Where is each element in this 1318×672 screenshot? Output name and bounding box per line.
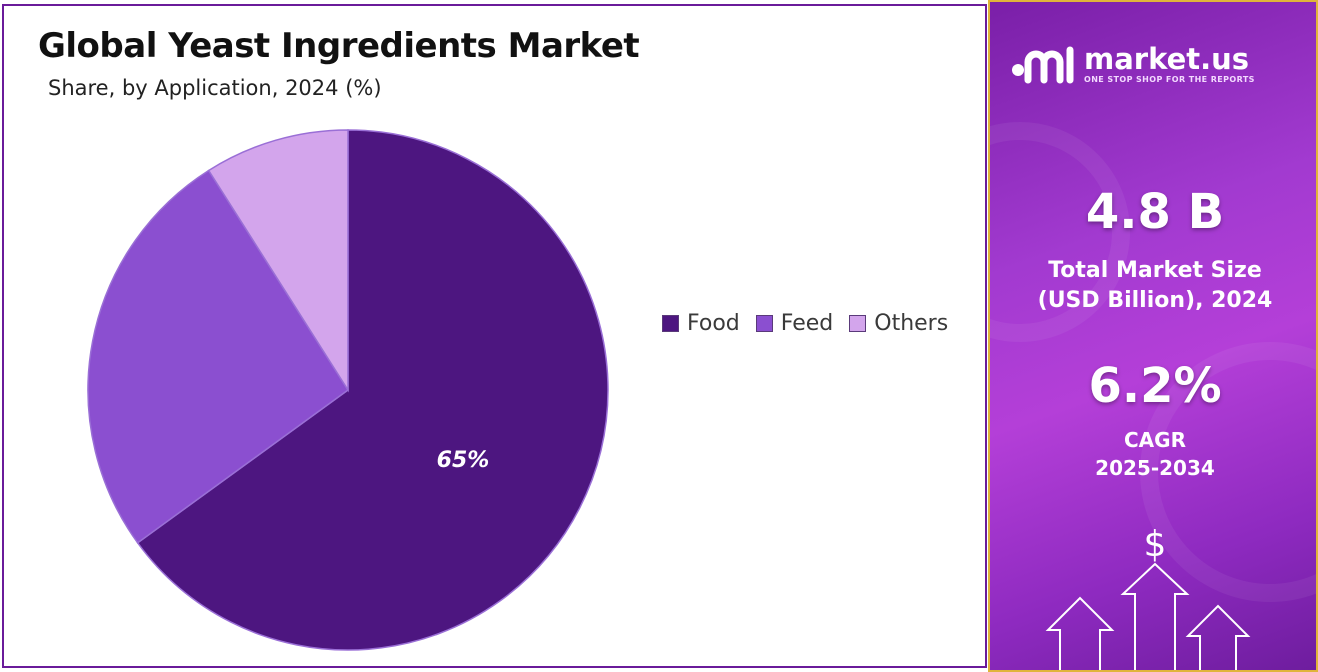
brand-tagline: ONE STOP SHOP FOR THE REPORTS	[1084, 75, 1255, 84]
data-label-food: 65%	[437, 448, 490, 473]
brand-logo: market.us ONE STOP SHOP FOR THE REPORTS	[1010, 40, 1255, 88]
brand-name: market.us	[1084, 42, 1250, 76]
cagr-label-line2: 2025-2034	[1095, 456, 1215, 480]
cagr-label-line1: CAGR	[1124, 428, 1186, 452]
legend-label: Feed	[780, 311, 834, 336]
growth-arrows-icon: $	[1045, 524, 1251, 670]
legend-item-feed: Feed	[755, 311, 834, 336]
dollar-icon: $	[1144, 524, 1167, 565]
cagr-value: 6.2%	[1088, 358, 1222, 414]
pie-slice-feed	[87, 169, 350, 544]
market-size-value: 4.8 B	[1085, 184, 1225, 240]
legend-label: Others	[874, 311, 949, 336]
legend-item-food: Food	[662, 311, 740, 336]
chart-subtitle: Share, by Application, 2024 (%)	[48, 76, 382, 100]
market-size-label-line1: Total Market Size	[1048, 258, 1262, 283]
legend-swatch	[849, 315, 867, 332]
pie-chart: 65%	[87, 129, 609, 651]
legend-item-others: Others	[849, 311, 948, 336]
chart-panel: Global Yeast Ingredients Market Share, b…	[2, 4, 987, 668]
market-size-label-line2: (USD Billion), 2024	[1037, 288, 1273, 313]
market-summary-panel: market.us ONE STOP SHOP FOR THE REPORTS …	[988, 0, 1318, 672]
chart-title: Global Yeast Ingredients Market	[38, 26, 640, 66]
pie-slice-others	[207, 129, 349, 393]
chart-legend: Food Feed Others	[662, 311, 948, 336]
legend-swatch	[755, 315, 773, 332]
legend-swatch	[662, 315, 679, 332]
market-us-logo-icon	[1012, 46, 1074, 84]
pie-slice-food	[136, 129, 609, 651]
legend-label: Food	[687, 311, 740, 336]
